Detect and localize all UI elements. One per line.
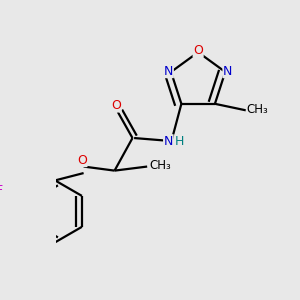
Text: O: O <box>77 154 87 166</box>
Text: N: N <box>164 64 173 78</box>
Text: CH₃: CH₃ <box>149 159 171 172</box>
Text: N: N <box>223 64 232 78</box>
Text: CH₃: CH₃ <box>246 103 268 116</box>
Text: H: H <box>175 135 184 148</box>
Text: O: O <box>193 44 203 57</box>
Text: N: N <box>164 135 173 148</box>
Text: O: O <box>111 99 121 112</box>
Text: F: F <box>0 184 3 197</box>
